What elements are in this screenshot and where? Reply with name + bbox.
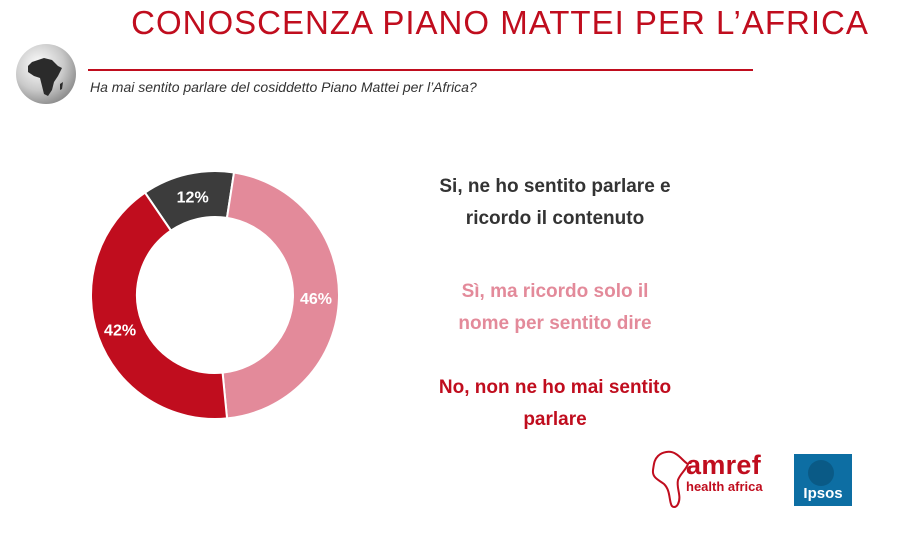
- data-label-never-heard: 42%: [104, 323, 136, 340]
- legend-text: No, non ne ho mai sentito: [438, 377, 672, 398]
- amref-logo-tagline: health africa: [686, 479, 763, 494]
- legend-item-recall-content: Si, ne ho sentito parlare e ricordo il c…: [390, 171, 720, 235]
- donut-slice-name-only: [221, 171, 340, 420]
- data-label-recall-content: 12%: [177, 190, 209, 207]
- africa-globe-icon: [16, 44, 76, 104]
- legend-text: parlare: [523, 409, 587, 430]
- legend-text: Sì, ma ricordo solo il: [461, 281, 649, 302]
- ipsos-logo: Ipsos: [794, 454, 852, 506]
- legend-item-name-only: Sì, ma ricordo solo il nome per sentito …: [390, 276, 720, 340]
- data-label-name-only: 46%: [300, 291, 332, 308]
- question-subtitle: Ha mai sentito parlare del cosiddetto Pi…: [90, 79, 477, 95]
- ipsos-mark-icon: [808, 460, 834, 486]
- amref-africa-outline-logo: [651, 450, 690, 508]
- ipsos-logo-text: Ipsos: [803, 485, 843, 502]
- donut-slice-never-heard: [90, 191, 229, 420]
- legend-item-never-heard: No, non ne ho mai sentito parlare: [390, 372, 720, 436]
- legend-text: ricordo il contenuto: [465, 208, 645, 229]
- legend-text: nome per sentito dire: [458, 313, 652, 334]
- donut-chart: 12% 46% 42%: [90, 170, 340, 420]
- amref-logo-name: amref: [686, 450, 762, 480]
- amref-logo: amref health africa: [686, 450, 763, 494]
- title-divider: [88, 69, 753, 71]
- page-title: CONOSCENZA PIANO MATTEI PER L’AFRICA: [131, 4, 869, 41]
- legend-text: Si, ne ho sentito parlare e: [439, 176, 671, 197]
